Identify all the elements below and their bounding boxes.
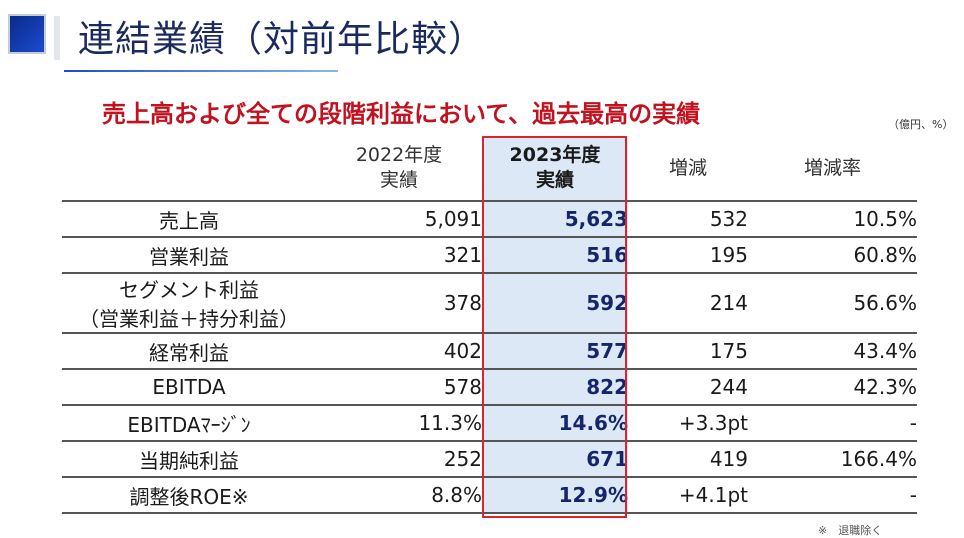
header-2023-actual: 実績	[535, 169, 574, 191]
header-label	[62, 136, 316, 201]
value-2022: 578	[443, 375, 482, 399]
header-diff: 増減	[668, 156, 707, 179]
value-2022: 321	[443, 243, 482, 267]
header-rate: 増減率	[803, 156, 861, 179]
value-2023: 577	[482, 333, 628, 369]
value-2023: 822	[482, 369, 628, 405]
row-label: 調整後ROE※	[129, 484, 249, 509]
value-2023: 12.9%	[482, 477, 628, 513]
value-diff: 532	[709, 207, 748, 231]
table-row: 当期純利益 252 671 419 166.4%	[62, 441, 917, 477]
row-label: 営業利益	[149, 244, 229, 269]
row-label: EBITDA	[152, 375, 226, 399]
value-diff: 214	[709, 291, 748, 315]
row-label: 経常利益	[149, 340, 229, 365]
value-rate: 43.4%	[853, 339, 917, 363]
title-square-icon	[10, 16, 44, 52]
value-diff: 244	[709, 375, 748, 399]
value-2022: 11.3%	[418, 411, 482, 435]
value-2023: 516	[482, 237, 628, 273]
results-table: 2022年度 実績 2023年度 実績 増減 増減率 売上高 5,091 5,6…	[62, 136, 917, 514]
title-accent-bar	[54, 16, 60, 60]
row-label: 当期純利益	[139, 448, 239, 473]
header-2022-actual: 実績	[379, 169, 418, 191]
table-row: EBITDAﾏｰｼﾞﾝ 11.3% 14.6% +3.3pt -	[62, 405, 917, 441]
table-row: 調整後ROE※ 8.8% 12.9% +4.1pt -	[62, 477, 917, 513]
value-diff: +4.1pt	[678, 483, 748, 507]
value-rate: 56.6%	[853, 291, 917, 315]
value-2022: 5,091	[424, 207, 482, 231]
table-row: 経常利益 402 577 175 43.4%	[62, 333, 917, 369]
table-row: セグメント利益 （営業利益＋持分利益） 378 592 214 56.6%	[62, 273, 917, 333]
row-label: 売上高	[159, 208, 219, 233]
row-label-sub: （営業利益＋持分利益）	[79, 307, 299, 331]
footnote: ※ 退職除く	[818, 524, 883, 537]
value-rate: -	[909, 411, 917, 435]
headline: 売上高および全ての段階利益において、過去最高の実績	[102, 100, 701, 128]
value-diff: 419	[709, 447, 748, 471]
value-diff: 195	[709, 243, 748, 267]
value-rate: 60.8%	[853, 243, 917, 267]
title-underline	[64, 70, 338, 72]
header-2023: 2023年度 実績	[482, 136, 628, 201]
table-row: EBITDA 578 822 244 42.3%	[62, 369, 917, 405]
value-2023: 5,623	[482, 201, 628, 237]
header-2022: 2022年度 実績	[316, 136, 482, 201]
page-title: 連結業績（対前年比較）	[78, 19, 486, 60]
row-label: セグメント利益 （営業利益＋持分利益）	[62, 273, 316, 333]
value-diff: +3.3pt	[678, 411, 748, 435]
value-2023: 14.6%	[482, 405, 628, 441]
value-diff: 175	[709, 339, 748, 363]
unit-note: （億円、%）	[888, 118, 954, 131]
table-row: 売上高 5,091 5,623 532 10.5%	[62, 201, 917, 237]
value-2022: 378	[443, 291, 482, 315]
value-2023: 592	[482, 273, 628, 333]
value-rate: 10.5%	[853, 207, 917, 231]
row-label: EBITDAﾏｰｼﾞﾝ	[127, 412, 251, 437]
header-2022-year: 2022年度	[355, 144, 443, 167]
value-rate: 42.3%	[853, 375, 917, 399]
value-2022: 8.8%	[431, 483, 482, 507]
value-2023: 671	[482, 441, 628, 477]
title-block: 連結業績（対前年比較）	[0, 0, 964, 80]
row-label-main: セグメント利益	[119, 278, 259, 302]
value-2022: 402	[443, 339, 482, 363]
header-row: 2022年度 実績 2023年度 実績 増減 増減率	[62, 136, 917, 201]
value-rate: -	[909, 483, 917, 507]
header-2023-year: 2023年度	[509, 144, 601, 167]
value-2022: 252	[443, 447, 482, 471]
table-row: 営業利益 321 516 195 60.8%	[62, 237, 917, 273]
value-rate: 166.4%	[840, 447, 917, 471]
